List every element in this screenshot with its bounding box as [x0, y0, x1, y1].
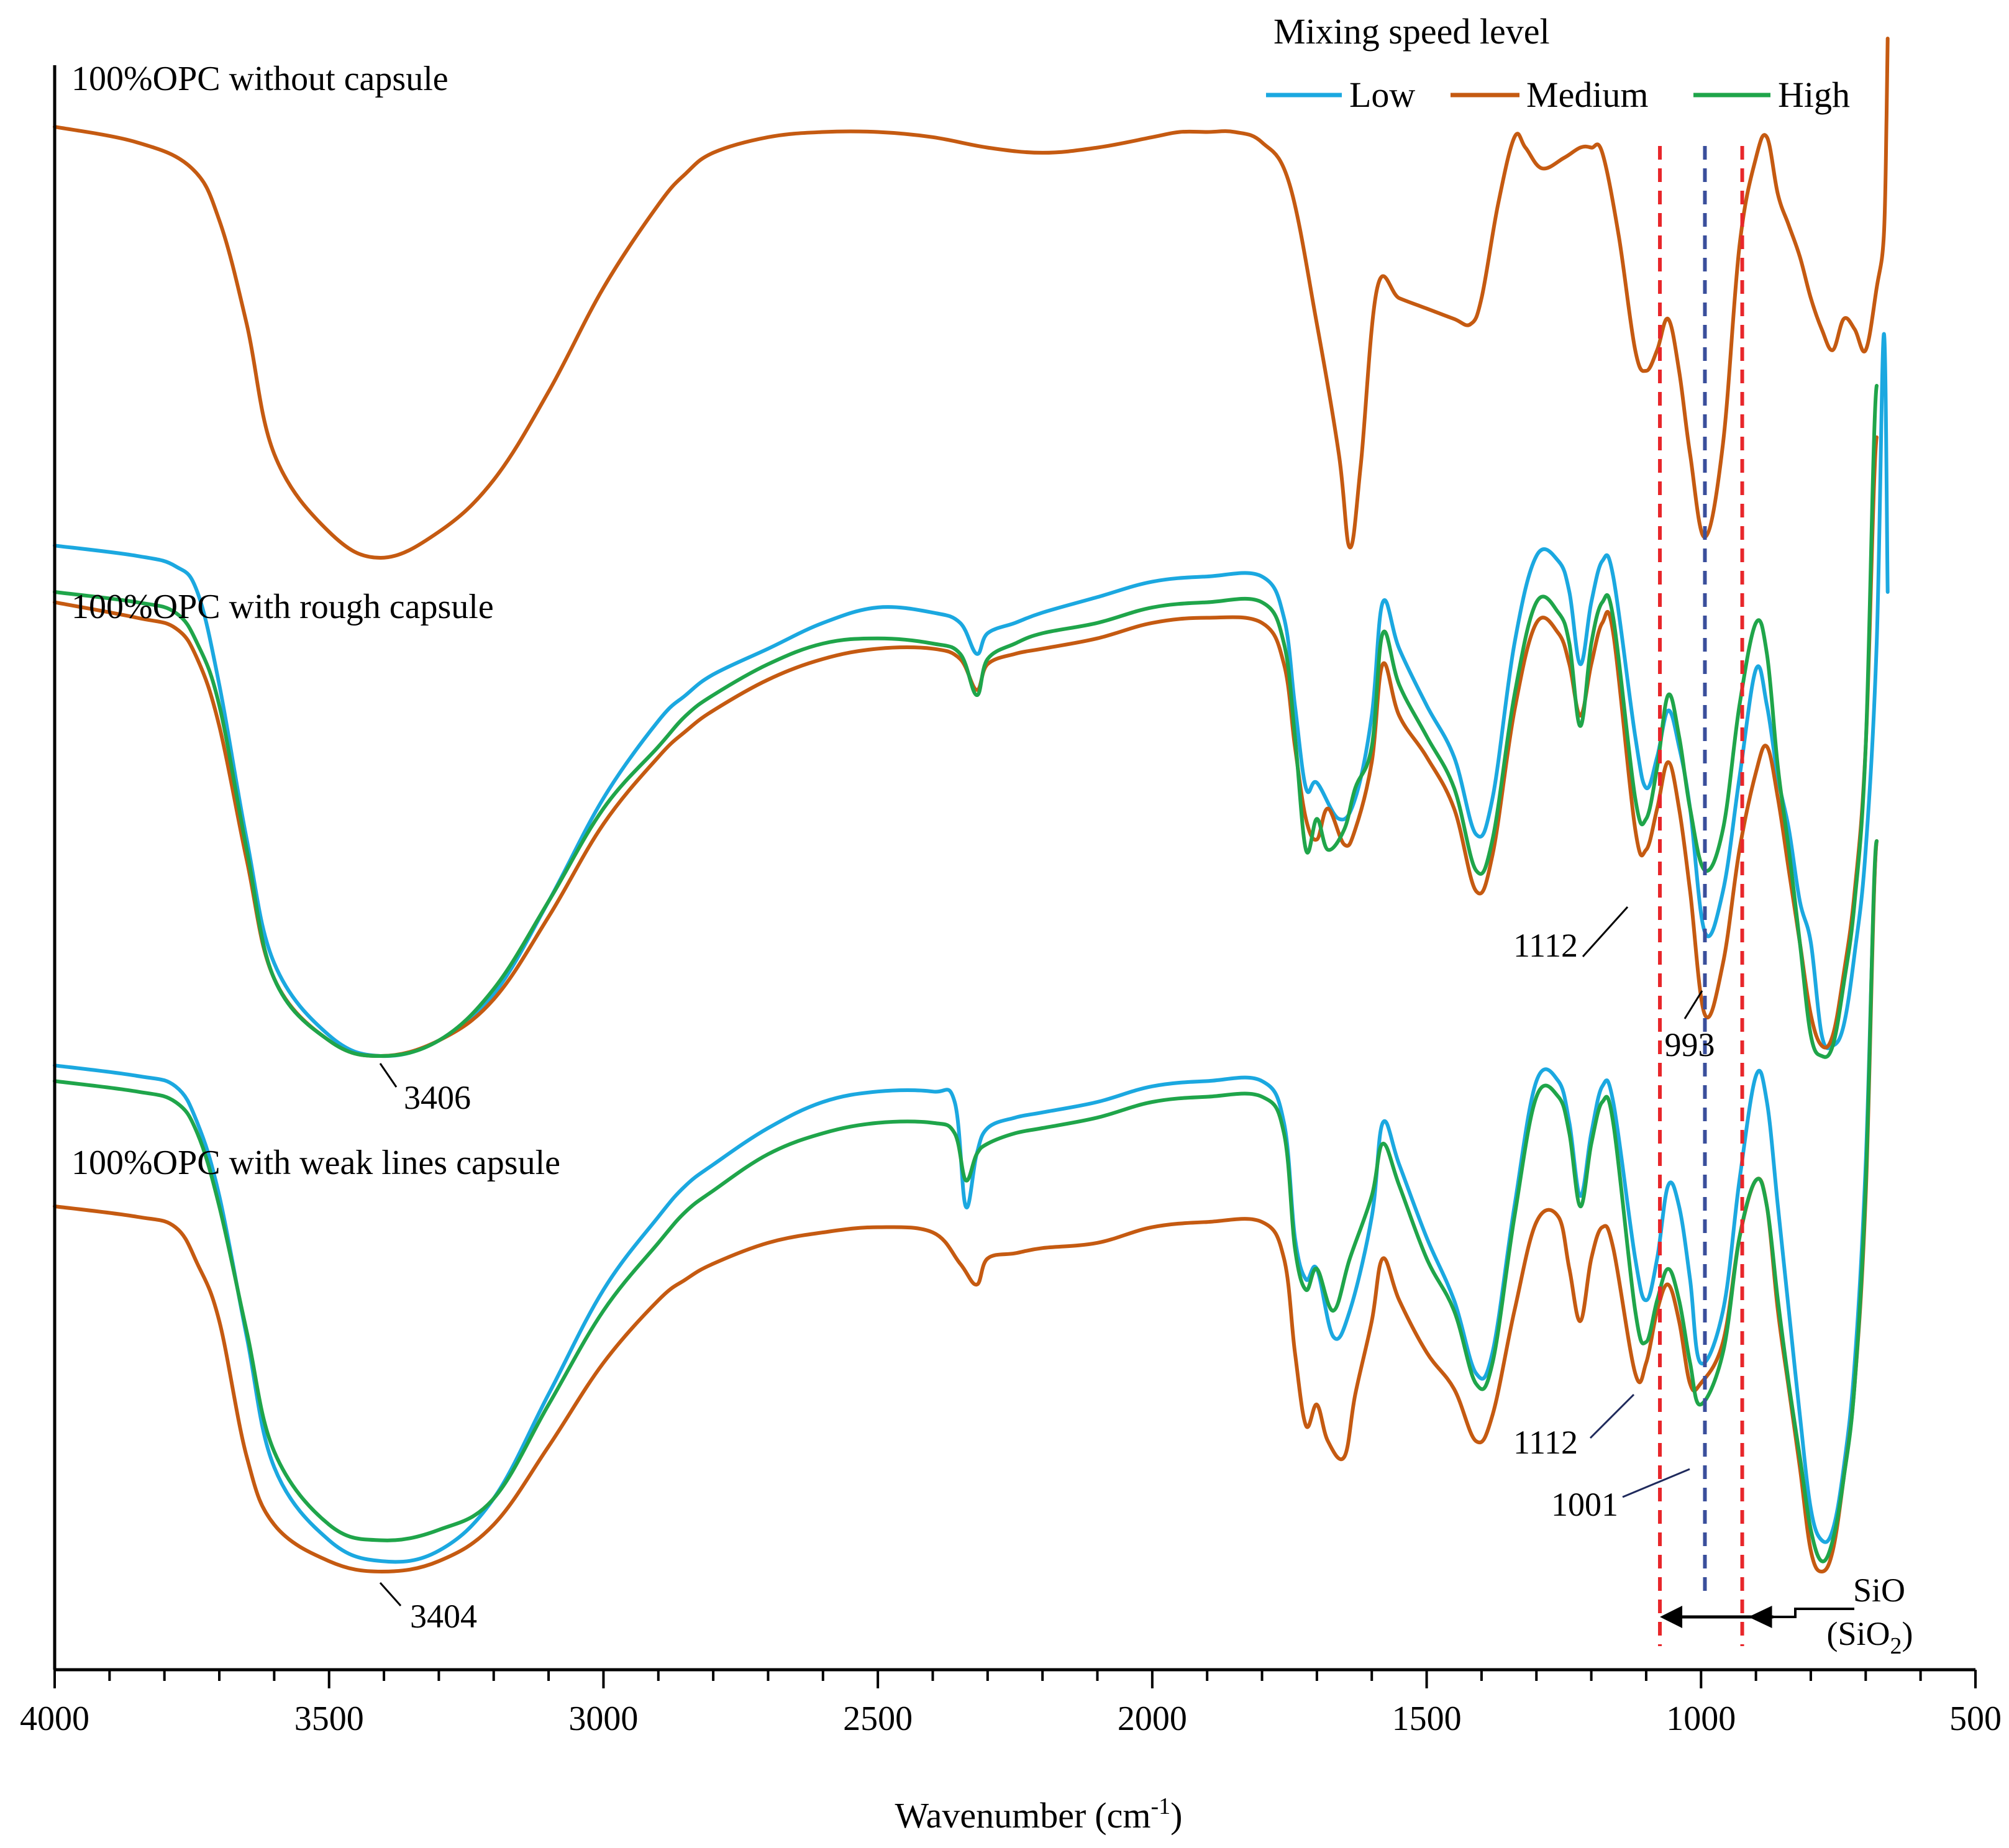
- sio-arrow-head-right: [1748, 1606, 1772, 1628]
- sio2-label-close: ): [1902, 1615, 1913, 1652]
- x-tick-label-3000: 3000: [568, 1700, 638, 1738]
- x-axis-title-unit-sup: -1: [1150, 1793, 1170, 1819]
- annotation-leader-3406: [379, 1063, 398, 1088]
- panel-label-without-capsule: 100%OPC without capsule: [71, 60, 449, 98]
- annotation-label-993: 993: [1665, 1026, 1715, 1063]
- sio2-label-sub: 2: [1890, 1633, 1902, 1659]
- series-layer: [53, 37, 1890, 1573]
- x-axis-title-unit-close: ): [1170, 1795, 1182, 1836]
- legend: Mixing speed level Low Medium High: [1266, 11, 1850, 115]
- x-axis-title-word: Wavenumber: [895, 1795, 1086, 1836]
- series-line-panel2-low: [53, 332, 1890, 1058]
- annotation-leader-993: [1683, 990, 1703, 1019]
- x-axis-title-unit-open: (cm: [1095, 1795, 1150, 1836]
- series-line-panel2-medium: [53, 435, 1879, 1058]
- sio2-label: (SiO2): [1827, 1615, 1913, 1659]
- legend-label-medium: Medium: [1526, 75, 1649, 115]
- panel-label-rough-capsule: 100%OPC with rough capsule: [71, 588, 494, 626]
- x-axis-ticks: 4000 3500 3000 2500 2000 1500 1000 500: [20, 1670, 2002, 1738]
- legend-label-low: Low: [1349, 75, 1415, 115]
- x-tick-label-1500: 1500: [1392, 1700, 1462, 1738]
- annotation-leader-1112: [1582, 906, 1629, 958]
- x-tick-label-2500: 2500: [843, 1700, 913, 1738]
- sio-region-annotation: SiO (SiO2): [1660, 1572, 1913, 1659]
- annotation-leader-1001: [1622, 1468, 1690, 1498]
- legend-title: Mixing speed level: [1273, 11, 1550, 52]
- sio-bracket-line: [1772, 1608, 1854, 1618]
- x-tick-label-2000: 2000: [1118, 1700, 1187, 1738]
- annotation-label-1112: 1112: [1513, 1424, 1578, 1461]
- panel-label-weak-lines-capsule: 100%OPC with weak lines capsule: [71, 1144, 560, 1182]
- annotation-label-1001: 1001: [1551, 1486, 1618, 1523]
- x-tick-label-4000: 4000: [20, 1700, 89, 1738]
- x-tick-label-3500: 3500: [294, 1700, 364, 1738]
- sio-arrow-head-left: [1660, 1606, 1683, 1628]
- annotation-label-3404: 3404: [410, 1598, 477, 1635]
- x-tick-label-500: 500: [1949, 1700, 2002, 1738]
- legend-label-high: High: [1778, 75, 1850, 115]
- annotation-label-1112: 1112: [1513, 927, 1578, 964]
- annotation-label-3406: 3406: [404, 1079, 471, 1116]
- sio-label: SiO: [1853, 1572, 1905, 1609]
- annotations: 3406 1112 993 3404 1112 1001: [379, 906, 1715, 1635]
- sio2-label-base: (SiO: [1827, 1615, 1890, 1652]
- annotation-leader-3404: [379, 1582, 402, 1606]
- x-axis-title: Wavenumber (cm-1): [895, 1793, 1183, 1836]
- series-line-panel1-medium: [53, 37, 1890, 560]
- annotation-leader-1112: [1589, 1393, 1635, 1439]
- series-line-panel3-low: [53, 839, 1879, 1564]
- reference-lines: [1658, 146, 1744, 1646]
- x-tick-label-1000: 1000: [1666, 1700, 1736, 1738]
- series-line-panel3-high: [53, 839, 1879, 1564]
- series-line-panel2-high: [53, 384, 1879, 1059]
